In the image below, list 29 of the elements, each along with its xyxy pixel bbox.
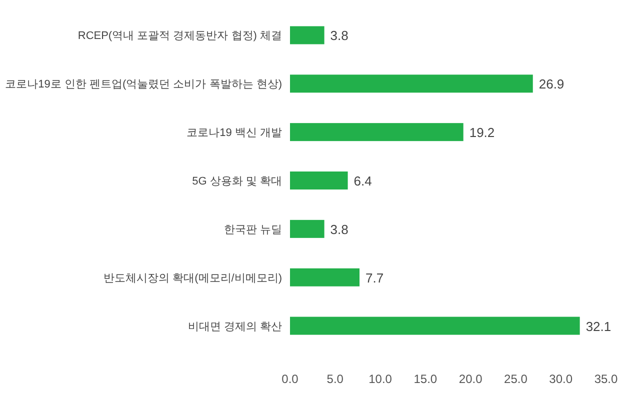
x-tick-label: 35.0 — [594, 372, 618, 386]
x-tick-label: 10.0 — [368, 372, 392, 386]
x-tick-label: 5.0 — [326, 372, 344, 386]
bar — [290, 316, 580, 335]
bar — [290, 172, 348, 190]
x-tick-label: 25.0 — [504, 372, 528, 386]
y-tick-label: RCEP(역내 포괄적 경제동반자 협정) 체결 — [78, 30, 282, 42]
y-tick-label: 한국판 뉴딜 — [224, 224, 282, 236]
x-tick-label: 20.0 — [458, 372, 483, 386]
bar — [290, 26, 324, 44]
data-label: 19.2 — [469, 125, 495, 140]
data-label: 32.1 — [586, 318, 612, 334]
x-tick-label: 0.0 — [282, 372, 299, 386]
x-tick-label: 30.0 — [549, 372, 573, 386]
bar — [290, 220, 324, 238]
data-label: 3.8 — [330, 28, 348, 44]
bar — [290, 74, 533, 93]
bar — [290, 268, 360, 286]
y-tick-label: 반도체시장의 확대(메모리/비메모리) — [104, 272, 282, 284]
y-tick-label: 비대면 경제의 확산 — [188, 320, 282, 333]
data-label: 6.4 — [354, 174, 372, 188]
y-tick-label: 코로나19로 인한 펜트업(억눌렸던 소비가 폭발하는 현상) — [5, 78, 282, 91]
x-tick-label: 15.0 — [414, 372, 438, 386]
bar — [290, 123, 464, 142]
data-label: 3.8 — [330, 222, 348, 237]
y-tick-label: 5G 상용화 및 확대 — [192, 176, 282, 188]
data-label: 7.7 — [366, 270, 384, 286]
y-tick-label: 코로나19 백신 개발 — [186, 127, 282, 140]
data-label: 26.9 — [538, 76, 564, 92]
